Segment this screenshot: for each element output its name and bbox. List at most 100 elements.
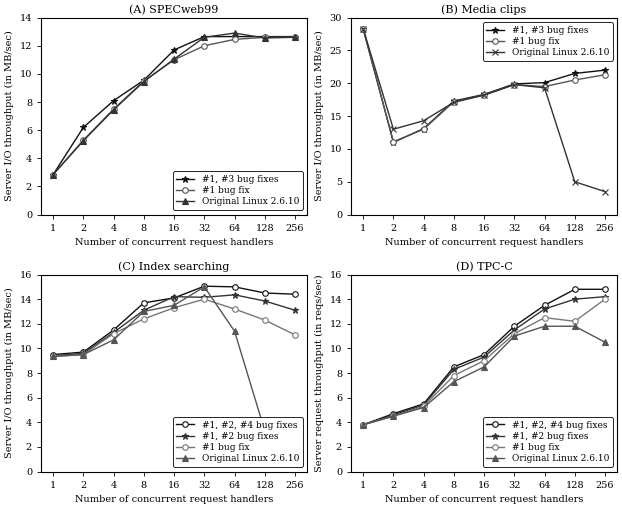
#1 bug fix [480,92,488,98]
Original Linux 2.6.10 [480,92,488,98]
Original Linux 2.6.10 [110,107,118,113]
#1, #2 bug fixes [390,412,397,418]
#1 bug fix [231,36,238,42]
Original Linux 2.6.10 [541,323,549,329]
#1, #3 bug fixes [140,77,147,83]
Y-axis label: Server request throughput (in reqs/sec): Server request throughput (in reqs/sec) [315,274,324,472]
#1, #3 bug fixes [480,92,488,98]
Original Linux 2.6.10 [420,405,427,411]
#1, #2 bug fixes [541,306,549,312]
#1 bug fix [450,373,458,379]
#1, #3 bug fixes [49,172,57,178]
#1, #2, #4 bug fixes [291,291,299,297]
Original Linux 2.6.10 [571,179,578,185]
#1, #2, #4 bug fixes [601,286,609,292]
#1 bug fix [390,138,397,145]
#1 bug fix [601,72,609,78]
#1, #2 bug fixes [360,421,367,428]
#1, #2, #4 bug fixes [571,286,578,292]
Original Linux 2.6.10 [170,302,178,308]
#1, #2 bug fixes [571,296,578,302]
Original Linux 2.6.10 [420,118,427,124]
Original Linux 2.6.10 [140,78,147,84]
#1, #2 bug fixes [80,350,87,356]
#1 bug fix [49,353,57,359]
#1, #2, #4 bug fixes [110,327,118,333]
#1 bug fix [541,83,549,90]
#1, #3 bug fixes [261,34,269,40]
#1 bug fix [291,34,299,40]
Original Linux 2.6.10 [291,430,299,436]
#1 bug fix [80,352,87,358]
Line: #1 bug fix: #1 bug fix [360,296,608,428]
Original Linux 2.6.10 [511,81,518,88]
#1, #2 bug fixes [140,307,147,313]
#1 bug fix [571,318,578,324]
Original Linux 2.6.10 [49,353,57,359]
Line: Original Linux 2.6.10: Original Linux 2.6.10 [360,323,608,428]
Title: (A) SPECweb99: (A) SPECweb99 [129,5,219,15]
#1, #2, #4 bug fixes [231,284,238,290]
Line: #1, #2 bug fixes: #1, #2 bug fixes [50,291,299,359]
#1 bug fix [140,78,147,84]
#1, #2, #4 bug fixes [511,323,518,329]
Original Linux 2.6.10 [140,308,147,315]
Original Linux 2.6.10 [261,35,269,41]
#1, #3 bug fixes [200,34,208,40]
#1 bug fix [360,421,367,428]
Original Linux 2.6.10 [360,421,367,428]
#1 bug fix [170,57,178,63]
#1, #2, #4 bug fixes [261,290,269,296]
Line: #1, #2 bug fixes: #1, #2 bug fixes [360,293,608,428]
#1, #3 bug fixes [420,126,427,132]
Original Linux 2.6.10 [170,56,178,62]
#1 bug fix [49,172,57,178]
#1, #2, #4 bug fixes [390,411,397,417]
Title: (C) Index searching: (C) Index searching [118,262,230,272]
Line: #1, #3 bug fixes: #1, #3 bug fixes [360,25,608,146]
#1 bug fix [541,315,549,321]
#1, #2 bug fixes [261,298,269,304]
X-axis label: Number of concurrent request handlers: Number of concurrent request handlers [385,495,583,504]
Original Linux 2.6.10 [390,413,397,419]
#1 bug fix [140,316,147,322]
Original Linux 2.6.10 [291,34,299,40]
#1 bug fix [450,99,458,105]
X-axis label: Number of concurrent request handlers: Number of concurrent request handlers [75,495,273,504]
Line: #1 bug fix: #1 bug fix [360,26,608,145]
Line: Original Linux 2.6.10: Original Linux 2.6.10 [50,284,298,436]
#1, #3 bug fixes [291,34,299,40]
Original Linux 2.6.10 [390,126,397,132]
Original Linux 2.6.10 [541,85,549,91]
Original Linux 2.6.10 [601,339,609,345]
#1, #3 bug fixes [541,79,549,86]
#1, #3 bug fixes [601,67,609,73]
#1, #2 bug fixes [110,329,118,335]
Original Linux 2.6.10 [80,352,87,358]
#1 bug fix [291,332,299,338]
Original Linux 2.6.10 [601,188,609,194]
#1, #2 bug fixes [601,294,609,300]
Y-axis label: Server I/O throughput (in MB/sec): Server I/O throughput (in MB/sec) [5,31,14,202]
#1, #3 bug fixes [170,47,178,53]
#1 bug fix [110,106,118,112]
Original Linux 2.6.10 [231,328,238,334]
#1 bug fix [110,330,118,336]
Line: #1 bug fix: #1 bug fix [50,35,298,177]
#1, #2, #4 bug fixes [541,302,549,308]
#1 bug fix [480,358,488,364]
#1 bug fix [80,137,87,143]
#1 bug fix [420,403,427,409]
#1 bug fix [231,306,238,312]
Original Linux 2.6.10 [360,25,367,32]
Original Linux 2.6.10 [200,34,208,40]
#1 bug fix [261,317,269,323]
#1 bug fix [200,296,208,302]
#1, #2 bug fixes [200,294,208,300]
Legend: #1, #2, #4 bug fixes, #1, #2 bug fixes, #1 bug fix, Original Linux 2.6.10: #1, #2, #4 bug fixes, #1, #2 bug fixes, … [173,417,302,467]
Original Linux 2.6.10 [450,99,458,105]
#1, #3 bug fixes [360,25,367,32]
#1, #2 bug fixes [450,366,458,373]
Original Linux 2.6.10 [49,172,57,178]
#1, #2 bug fixes [170,294,178,300]
